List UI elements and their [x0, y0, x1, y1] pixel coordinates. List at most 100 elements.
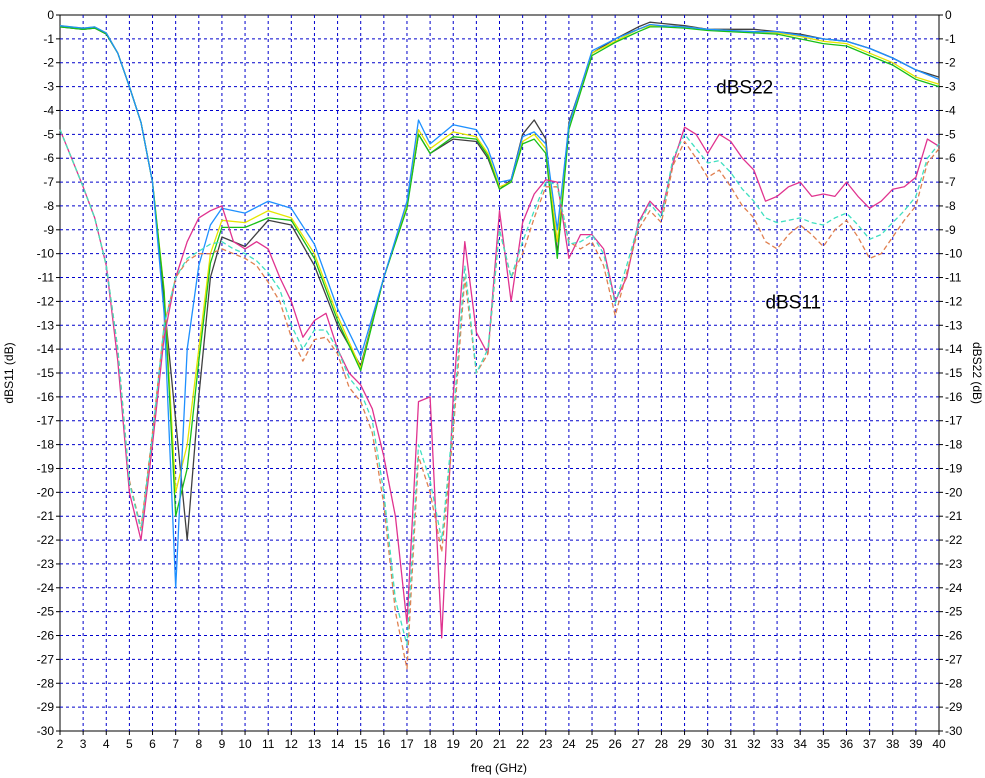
x-tick-label: 5 — [126, 737, 133, 751]
y-tick-label-right: -4 — [945, 103, 956, 117]
x-tick-label: 39 — [909, 737, 923, 751]
x-tick-label: 21 — [493, 737, 507, 751]
x-tick-label: 8 — [195, 737, 202, 751]
series-line-1 — [59, 21, 940, 541]
y-tick-label-left: -6 — [43, 151, 54, 165]
x-tick-label: 36 — [840, 737, 854, 751]
y-tick-label-right: -20 — [945, 485, 963, 499]
y-tick-label-left: -26 — [37, 629, 55, 643]
y-tick-label-left: -28 — [37, 676, 55, 690]
x-tick-label: 40 — [932, 737, 946, 751]
annotations: dBS22 dBS11 — [716, 78, 821, 314]
y-tick-label-right: -1 — [945, 32, 956, 46]
y-tick-label-left: -4 — [43, 103, 54, 117]
y-tick-label-left: -7 — [43, 175, 54, 189]
y-tick-label-left: -13 — [37, 318, 55, 332]
y-tick-label-left: -27 — [37, 652, 55, 666]
y-tick-label-left: -12 — [37, 294, 55, 308]
y-tick-label-right: -10 — [945, 247, 963, 261]
y-tick-label-left: -5 — [43, 127, 54, 141]
x-tick-label: 38 — [886, 737, 900, 751]
y-tick-label-left: -25 — [37, 605, 55, 619]
y-tick-label-right: -26 — [945, 629, 963, 643]
x-tick-label: 10 — [238, 737, 252, 751]
series-line-4 — [59, 23, 940, 589]
y-tick-label-right: -11 — [945, 271, 962, 285]
y-tick-label-right: -16 — [945, 390, 963, 404]
x-tick-label: 7 — [172, 737, 179, 751]
grid — [60, 15, 939, 731]
y-tick-label-left: -17 — [37, 414, 55, 428]
y-tick-label-left: -10 — [37, 247, 55, 261]
y-tick-label-right: -18 — [945, 438, 963, 452]
y-tick-label-left: -16 — [37, 390, 55, 404]
x-tick-label: 17 — [400, 737, 414, 751]
y-tick-label-right: -6 — [945, 151, 956, 165]
y-tick-label-right: -7 — [945, 175, 956, 189]
x-tick-label: 37 — [863, 737, 877, 751]
y-tick-label-left: -29 — [37, 700, 55, 714]
x-tick-label: 15 — [354, 737, 368, 751]
x-tick-label: 4 — [103, 737, 110, 751]
x-axis-title: freq (GHz) — [471, 761, 527, 775]
y-tick-label-right: -2 — [945, 56, 956, 70]
x-tick-label: 18 — [423, 737, 437, 751]
y-tick-label-left: -3 — [43, 80, 54, 94]
y-tick-label-left: -2 — [43, 56, 54, 70]
y-tick-label-right: 0 — [945, 8, 952, 22]
x-tick-label: 14 — [331, 737, 345, 751]
y-tick-label-left: -21 — [37, 509, 55, 523]
y-tick-label-right: -28 — [945, 676, 963, 690]
x-tick-label: 25 — [585, 737, 599, 751]
y-tick-label-left: -24 — [37, 581, 55, 595]
y-tick-label-right: -19 — [945, 461, 963, 475]
x-tick-label: 3 — [80, 737, 87, 751]
y-tick-label-right: -27 — [945, 652, 963, 666]
y-tick-label-right: -17 — [945, 414, 963, 428]
y-tick-label-right: -12 — [945, 294, 963, 308]
x-tick-label: 20 — [470, 737, 484, 751]
y-tick-label-right: -21 — [945, 509, 963, 523]
x-tick-label: 34 — [794, 737, 808, 751]
x-tick-label: 2 — [57, 737, 64, 751]
x-tick-label: 12 — [285, 737, 299, 751]
y-tick-label-right: -24 — [945, 581, 963, 595]
y-tick-label-left: -19 — [37, 461, 55, 475]
x-tick-label: 28 — [655, 737, 669, 751]
x-tick-label: 32 — [747, 737, 761, 751]
y-tick-label-right: -13 — [945, 318, 963, 332]
x-tick-label: 11 — [262, 737, 275, 751]
x-tick-label: 26 — [608, 737, 622, 751]
x-tick-label: 27 — [632, 737, 646, 751]
y-tick-label-right: -3 — [945, 80, 956, 94]
y-tick-label-left: -30 — [37, 724, 55, 738]
series-lines — [59, 21, 940, 670]
x-tick-label: 16 — [377, 737, 391, 751]
series-line-6 — [59, 129, 940, 670]
y-tick-label-left: -11 — [38, 271, 55, 285]
y-tick-label-left: -23 — [37, 557, 55, 571]
x-tick-label: 9 — [219, 737, 226, 751]
y-tick-label-left: -14 — [37, 342, 55, 356]
y-tick-label-left: -9 — [43, 223, 54, 237]
y-tick-label-left: -1 — [43, 32, 54, 46]
y-axis-right-title: dBS22 (dB) — [970, 342, 984, 404]
y-tick-label-left: 0 — [47, 8, 54, 22]
x-tick-label: 13 — [308, 737, 322, 751]
y-tick-label-right: -25 — [945, 605, 963, 619]
x-tick-label: 31 — [724, 737, 738, 751]
x-tick-label: 23 — [539, 737, 553, 751]
y-tick-label-right: -9 — [945, 223, 956, 237]
annotation-label: dBS22 — [716, 78, 773, 99]
x-tick-label: 19 — [447, 737, 461, 751]
y-tick-label-right: -5 — [945, 127, 956, 141]
x-tick-label: 35 — [817, 737, 831, 751]
y-tick-label-right: -8 — [945, 199, 956, 213]
x-tick-label: 29 — [678, 737, 692, 751]
series-line-3 — [59, 26, 940, 517]
y-tick-label-right: -29 — [945, 700, 963, 714]
y-tick-label-right: -23 — [945, 557, 963, 571]
y-tick-label-right: -22 — [945, 533, 963, 547]
y-tick-label-left: -8 — [43, 199, 54, 213]
